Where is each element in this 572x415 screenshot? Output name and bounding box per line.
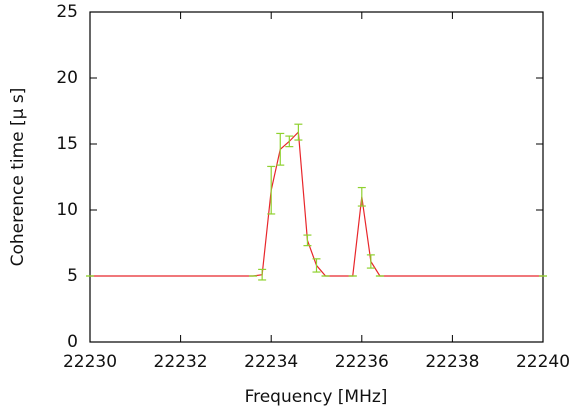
error-bar xyxy=(267,165,276,215)
error-bar xyxy=(276,132,285,166)
x-tick-label: 22234 xyxy=(244,352,298,372)
y-tick-label: 10 xyxy=(56,200,78,220)
error-bar xyxy=(285,135,294,148)
error-bar xyxy=(357,186,366,207)
data-line xyxy=(90,130,543,277)
y-tick-label: 20 xyxy=(56,68,78,88)
error-bar xyxy=(303,234,312,247)
x-axis-label: Frequency [MHz] xyxy=(245,387,388,407)
x-tick-label: 22238 xyxy=(425,352,479,372)
x-tick-label: 22240 xyxy=(516,352,570,372)
error-bar xyxy=(258,268,267,281)
plot-frame xyxy=(89,11,544,343)
y-axis-label: Coherence time [μ s] xyxy=(8,88,28,267)
y-tick-label: 15 xyxy=(56,134,78,154)
y-tick-label: 5 xyxy=(67,266,78,286)
x-tick-label: 22232 xyxy=(154,352,208,372)
error-bar xyxy=(312,258,321,273)
y-tick-label: 0 xyxy=(67,332,78,352)
x-tick-label: 22236 xyxy=(335,352,389,372)
y-tick-label: 25 xyxy=(56,2,78,22)
x-tick-label: 22230 xyxy=(63,352,117,372)
error-bar xyxy=(366,254,375,269)
error-bar xyxy=(294,123,303,141)
